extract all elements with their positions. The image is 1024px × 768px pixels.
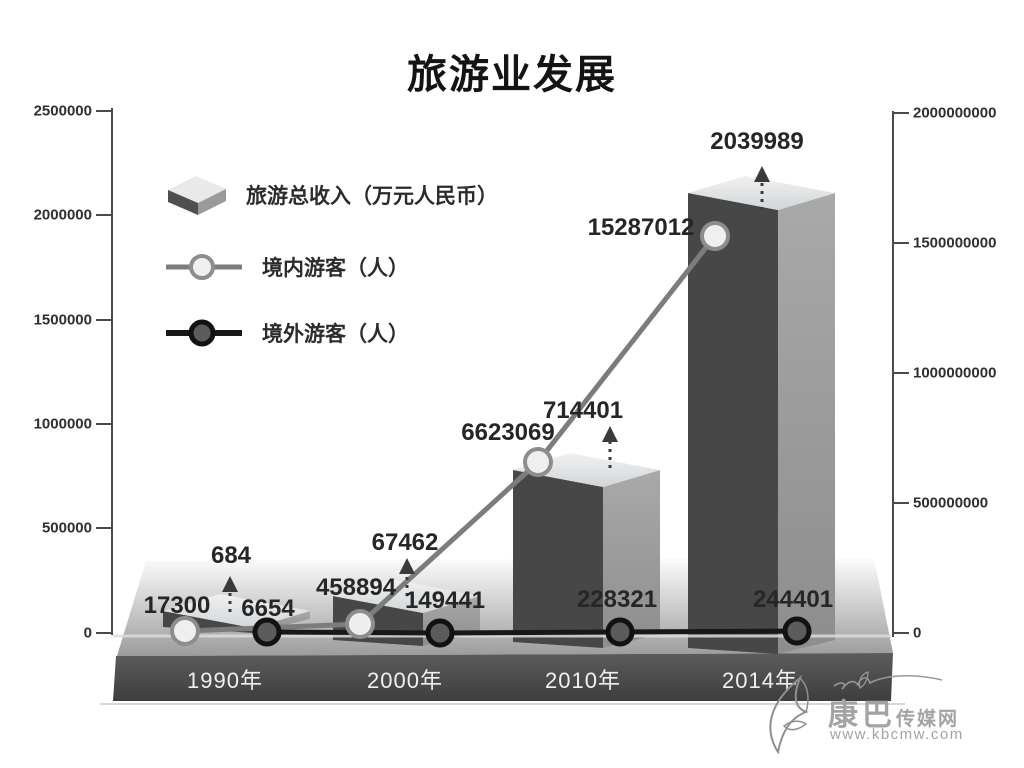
domestic-value-label: 6623069 [461, 419, 555, 446]
foreign-marker [252, 617, 282, 647]
chart-title: 旅游业发展 [407, 53, 617, 97]
bar-3d-icon [168, 176, 226, 215]
foreign-line [266, 628, 798, 636]
bar-value-label: 684 [210, 542, 252, 569]
right-axis-tick-label: 1500000000 [913, 234, 997, 252]
x-axis-label-2000: 2000年 [367, 668, 443, 693]
right-axis-tick-label: 500000000 [913, 494, 989, 512]
domestic-marker [170, 616, 200, 646]
legend-item-revenue: 旅游总收入（万元人民币） [166, 172, 498, 218]
left-axis-tick-label: 2500000 [33, 102, 92, 120]
left-axis-tick-label: 2000000 [33, 206, 92, 224]
foreign-value-label: 6654 [241, 595, 295, 622]
bar-value-arrows [222, 166, 770, 612]
bar-value-label: 67462 [371, 529, 439, 556]
watermark-site-name: 康巴传媒网 [828, 699, 960, 732]
domestic-value-label: 458894 [315, 574, 397, 601]
foreign-value-label: 228321 [576, 586, 658, 613]
foreign-marker [425, 618, 455, 648]
legend-label-revenue: 旅游总收入（万元人民币） [246, 185, 498, 208]
foreign-value-label: 149441 [404, 587, 486, 614]
foreign-value-label: 244401 [752, 586, 834, 613]
left-axis-tick-label: 0 [83, 624, 92, 642]
legend-item-foreign: 境外游客（人） [164, 318, 409, 348]
line-marker-dark-icon [166, 319, 242, 347]
right-axis-tick-label: 2000000000 [913, 104, 997, 122]
x-axis-label-1990: 1990年 [187, 668, 263, 693]
legend-label-domestic: 境内游客（人） [262, 257, 409, 280]
line-marker-light-icon [166, 254, 242, 280]
right-axis-tick-label: 1000000000 [913, 364, 997, 382]
foreign-marker [605, 617, 635, 647]
domestic-value-label: 17300 [143, 592, 211, 619]
left-axis-tick-label: 1000000 [33, 415, 92, 433]
watermark-site-url: www.kbcmw.com [830, 726, 964, 743]
bar-value-label: 2039989 [710, 128, 804, 155]
left-axis-tick-label: 500000 [41, 519, 92, 537]
domestic-value-label: 15287012 [587, 214, 695, 241]
domestic-marker [345, 609, 375, 639]
x-axis-label-2014: 2014年 [722, 668, 798, 693]
watermark-logo-icon [769, 671, 943, 755]
bar-value-label: 714401 [542, 397, 624, 424]
x-axis-label-2010: 2010年 [545, 668, 621, 693]
left-axis-tick-label: 1500000 [33, 311, 92, 329]
category-band [113, 653, 893, 701]
right-axis-tick-label: 0 [913, 624, 922, 642]
legend-item-domestic: 境内游客（人） [164, 252, 409, 282]
foreign-marker [782, 616, 812, 646]
domestic-marker [700, 221, 730, 251]
axes [96, 108, 909, 637]
watermark: 康巴传媒网 www.kbcmw.com [748, 664, 1008, 760]
legend-label-foreign: 境外游客（人） [262, 323, 409, 346]
domestic-marker [523, 447, 553, 477]
